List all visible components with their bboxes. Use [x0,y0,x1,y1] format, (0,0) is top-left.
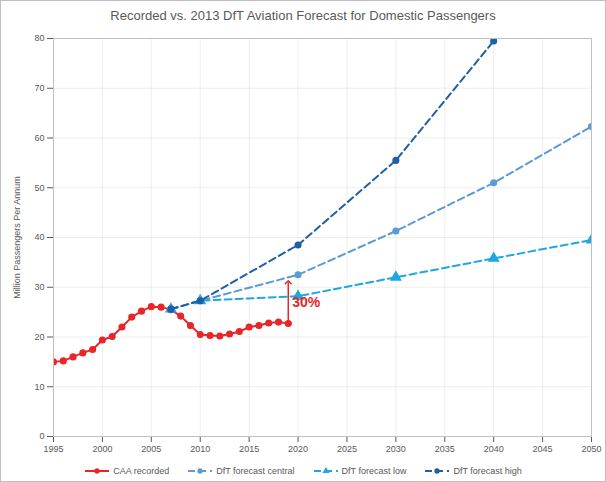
svg-text:80: 80 [34,33,44,43]
svg-text:50: 50 [34,183,44,193]
svg-text:2025: 2025 [337,444,357,454]
svg-text:30%: 30% [292,294,321,310]
svg-text:1995: 1995 [43,444,63,454]
svg-text:40: 40 [34,232,44,242]
svg-text:2030: 2030 [386,444,406,454]
svg-text:0: 0 [39,431,44,441]
html-text:DfT forecast low: DfT forecast low [341,466,407,476]
svg-text:70: 70 [34,83,44,93]
svg-text:2010: 2010 [190,444,210,454]
html-text:DfT forecast central: DfT forecast central [216,466,295,476]
svg-text:2035: 2035 [435,444,455,454]
svg-text:Million Passengers Per Annum: Million Passengers Per Annum [12,176,22,299]
svg-text:60: 60 [34,133,44,143]
svg-text:2000: 2000 [92,444,112,454]
svg-text:10: 10 [34,382,44,392]
svg-text:2005: 2005 [141,444,161,454]
html-text:CAA recorded: CAA recorded [113,466,170,476]
svg-text:20: 20 [34,332,44,342]
svg-text:2040: 2040 [484,444,504,454]
svg-text:2050: 2050 [581,444,601,454]
svg-text:2015: 2015 [239,444,259,454]
svg-text:30: 30 [34,282,44,292]
html-text:Recorded vs. 2013 DfT Aviation: Recorded vs. 2013 DfT Aviation Forecast … [110,8,496,23]
svg-text:2020: 2020 [288,444,308,454]
svg-text:2045: 2045 [533,444,553,454]
html-text:DfT forecast high: DfT forecast high [453,466,522,476]
